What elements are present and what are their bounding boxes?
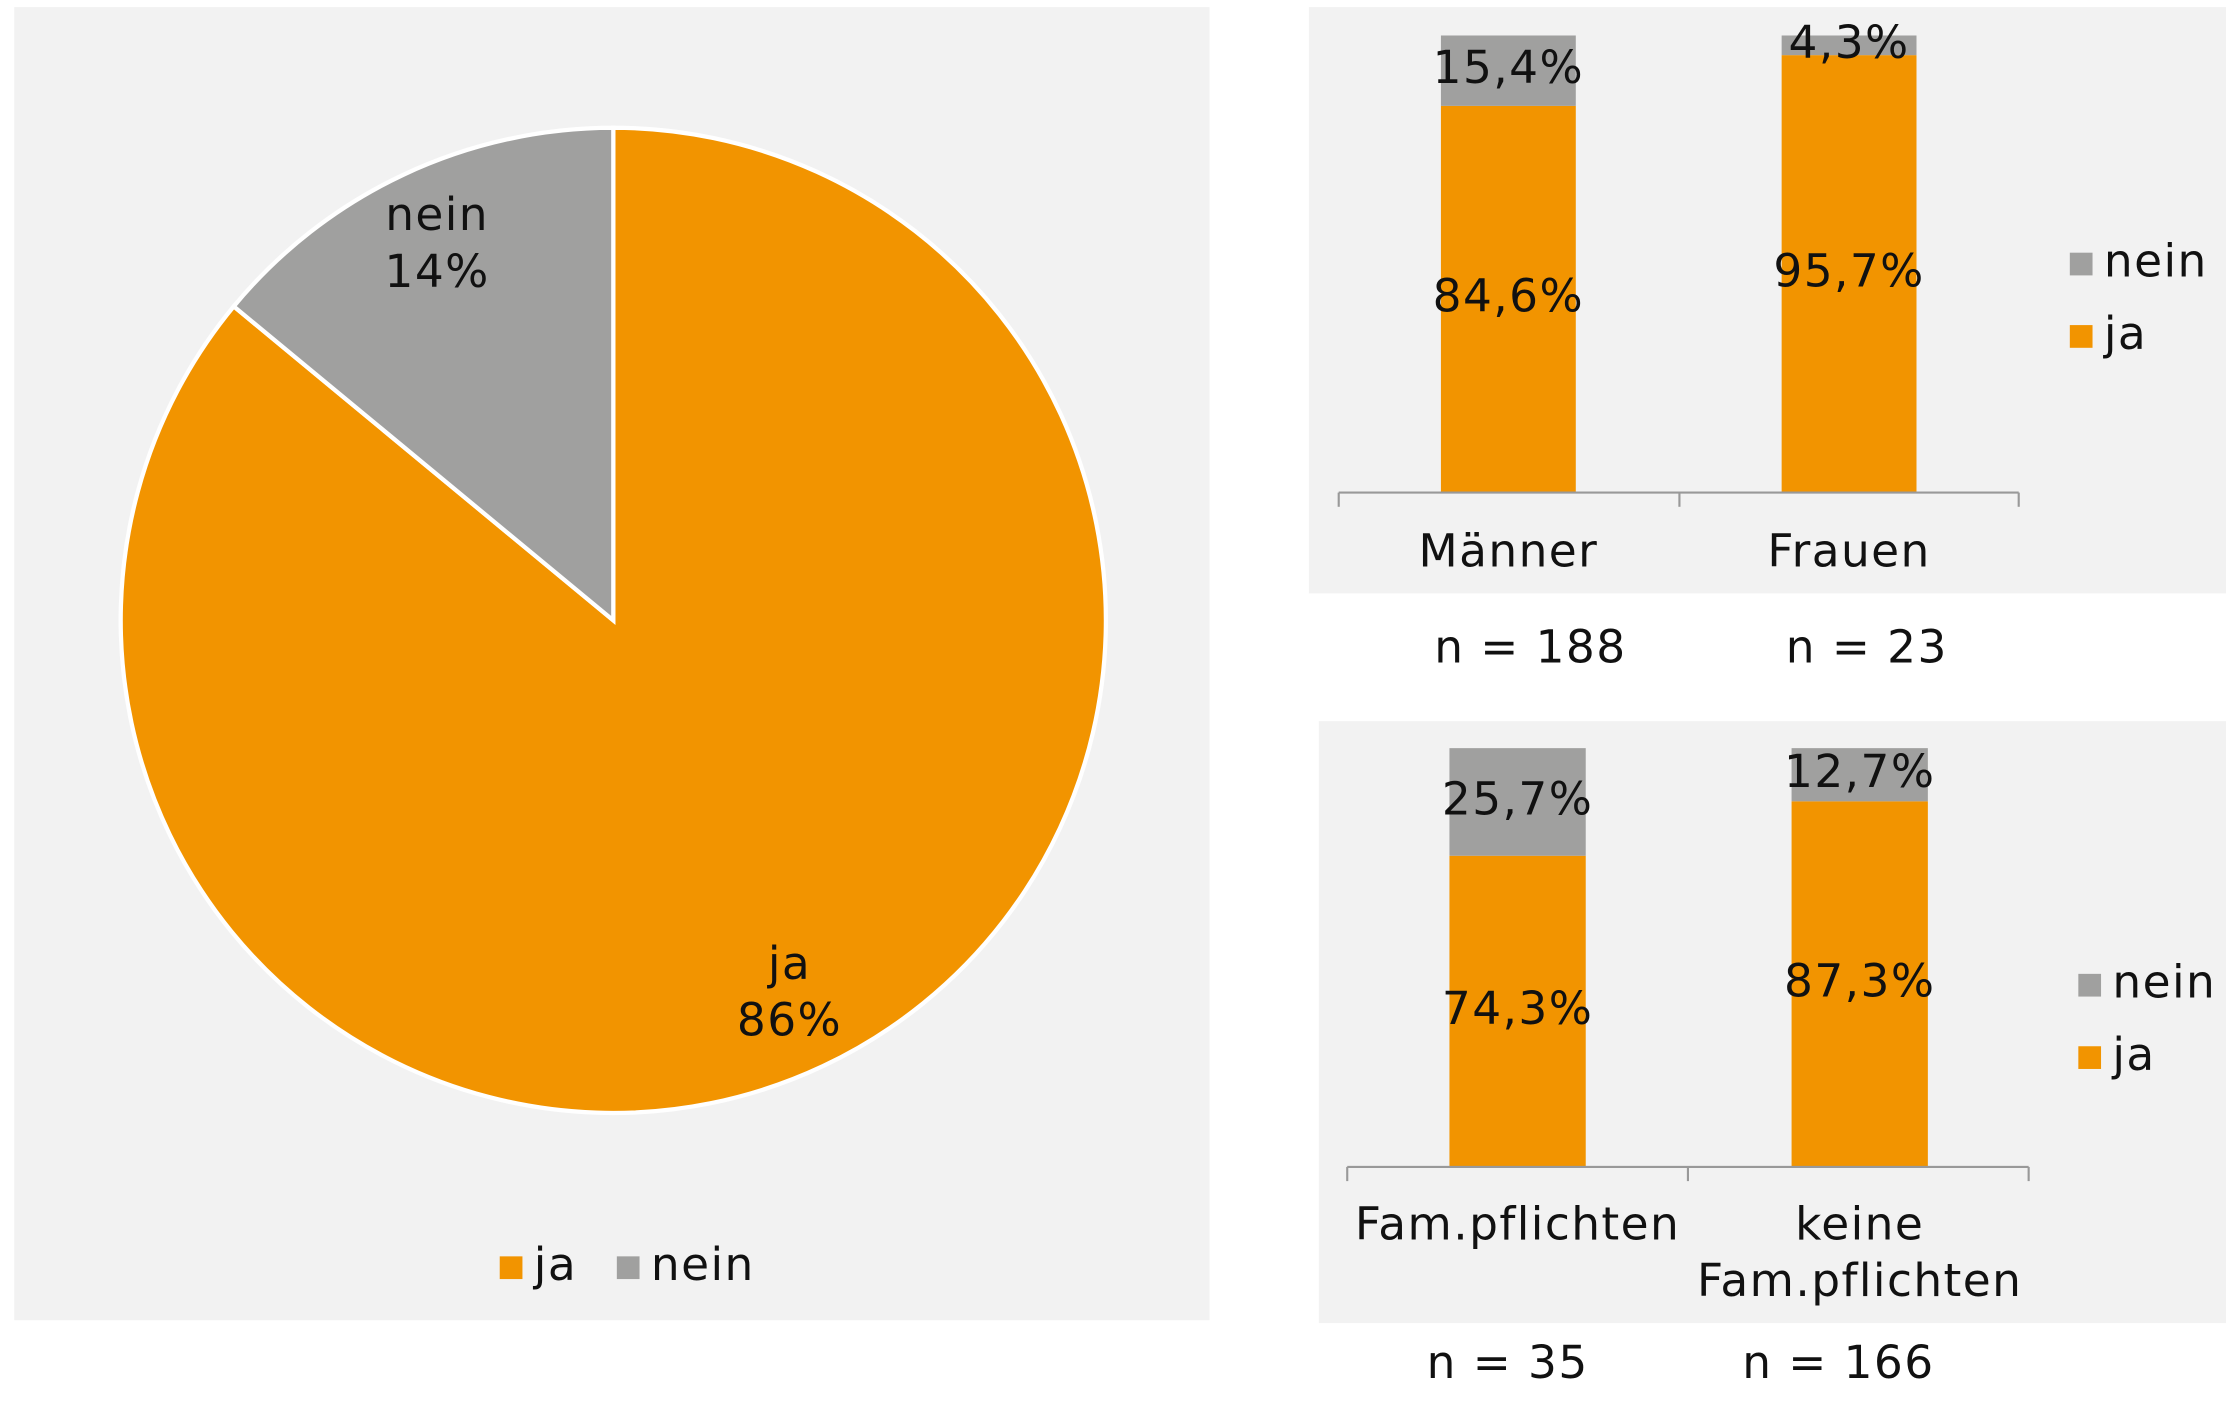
data-label: 84,6% (1433, 270, 1584, 323)
bar-segment (1440, 105, 1576, 493)
bar-segment (1449, 855, 1586, 1167)
x-tick-label-box: Frauen (1767, 523, 1931, 578)
bar-segment (1781, 35, 1917, 56)
slice-name: nein (385, 188, 489, 241)
x-tick-label: keine Fam.pflichten (1697, 1196, 2023, 1308)
x-tick-label-box: Fam.pflichten (1354, 1196, 1681, 1251)
legend-label: ja (533, 1238, 577, 1291)
data-label: 12,7% (1784, 745, 1935, 798)
x-tick-label: Fam.pflichten (1354, 1196, 1681, 1251)
data-label: 15,4% (1433, 41, 1584, 94)
bar-segment (1791, 748, 1928, 802)
legend-swatch (499, 1256, 523, 1280)
legend-swatch (2069, 252, 2093, 276)
data-label: 74,3% (1442, 982, 1593, 1035)
slice-name: ja (767, 937, 811, 990)
annotation: n = 166 (1742, 1336, 1934, 1389)
legend-label: ja (2111, 1028, 2155, 1081)
legend-swatch (616, 1256, 640, 1280)
legend-swatch (2069, 325, 2093, 348)
data-label: 95,7% (1773, 244, 1924, 297)
bar-segment (1449, 748, 1586, 856)
x-tick-label-box: keine Fam.pflichten (1697, 1196, 2023, 1308)
pie-slice (230, 125, 616, 625)
legend-label: nein (2112, 956, 2216, 1009)
slice-label: 14% (385, 245, 490, 298)
legend-swatch (2078, 1046, 2102, 1069)
x-tick-label: Frauen (1767, 523, 1931, 578)
data-label: 25,7% (1442, 772, 1593, 825)
data-label: 4,3% (1789, 16, 1910, 69)
annotation: n = 23 (1786, 621, 1948, 674)
bar-segment (1440, 35, 1576, 106)
data-label: 87,3% (1784, 955, 1935, 1008)
annotation: n = 188 (1434, 621, 1626, 674)
legend-swatch (2078, 973, 2102, 997)
slice-label: 86% (737, 994, 842, 1047)
x-tick-label: Männer (1418, 523, 1599, 578)
legend-label: nein (2104, 235, 2208, 288)
bar-segment (1791, 801, 1928, 1167)
legend-label: ja (2103, 307, 2147, 360)
x-tick-label-box: Männer (1418, 523, 1599, 578)
legend-label: nein (651, 1238, 755, 1291)
bar-segment (1781, 55, 1917, 493)
annotation: n = 35 (1427, 1336, 1589, 1389)
